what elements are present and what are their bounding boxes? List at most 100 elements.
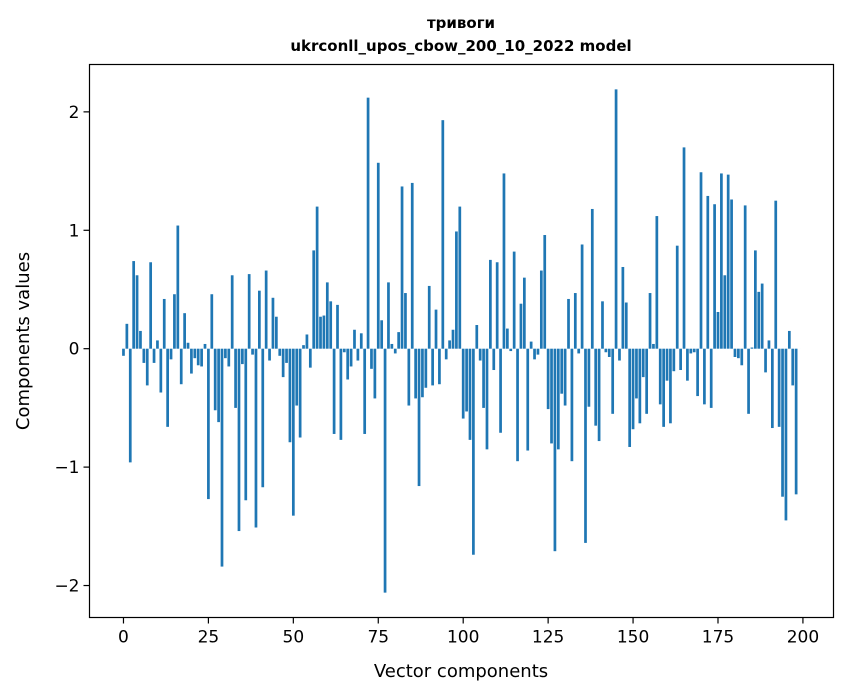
bar (624, 302, 628, 349)
bar (472, 348, 475, 555)
bar (645, 348, 649, 414)
bar (584, 348, 587, 543)
bar (370, 348, 373, 369)
bar (295, 348, 299, 406)
bar (485, 348, 489, 450)
bar (353, 329, 356, 349)
bar (234, 348, 237, 408)
bar (499, 348, 502, 433)
bar (441, 120, 445, 349)
bar (230, 275, 234, 349)
bar (244, 348, 248, 501)
y-axis: −2 −1 0 1 2 (54, 103, 90, 597)
bar (713, 204, 716, 349)
bar (506, 328, 509, 349)
bar (387, 282, 390, 349)
bar (509, 348, 513, 352)
bar (611, 348, 615, 414)
y-tick-label: 0 (69, 340, 80, 360)
bar (128, 348, 132, 463)
bar (465, 348, 468, 412)
bar (604, 348, 608, 353)
bar (152, 348, 156, 363)
bar (767, 340, 771, 349)
bar (652, 343, 655, 349)
bar (628, 348, 632, 447)
bar (577, 348, 581, 354)
bar (777, 348, 781, 427)
bar (241, 348, 244, 365)
bar (594, 348, 598, 426)
x-axis-label: Vector components (374, 661, 548, 682)
chart-title: тривоги (427, 14, 495, 32)
bar (271, 297, 275, 349)
bar (495, 262, 499, 349)
bar (631, 348, 635, 430)
bar (217, 348, 220, 423)
bar (176, 225, 180, 349)
bar (210, 294, 214, 349)
bar (145, 348, 149, 386)
bar (315, 206, 319, 349)
bar (635, 348, 638, 399)
y-tick-label: −2 (54, 577, 79, 597)
x-tick-label: 175 (702, 628, 734, 648)
bar (703, 348, 706, 405)
bar (737, 348, 740, 359)
bar (665, 348, 669, 381)
plot-frame (88, 63, 835, 619)
bar (434, 309, 438, 349)
bar (438, 348, 441, 385)
bar (431, 348, 434, 386)
bar (291, 348, 295, 516)
bar (451, 329, 455, 349)
bar (390, 343, 394, 349)
bar (601, 301, 604, 349)
bar (424, 348, 428, 388)
bar (305, 334, 309, 349)
bar (791, 348, 795, 386)
bar (404, 293, 407, 349)
bar (770, 348, 774, 429)
bar (546, 348, 550, 410)
bar (373, 348, 377, 399)
bar (567, 298, 570, 349)
bar (764, 348, 767, 373)
bar (224, 348, 227, 359)
bar (190, 348, 193, 374)
bar (679, 348, 682, 371)
bar (618, 348, 621, 361)
bar (264, 270, 268, 349)
bar (159, 348, 163, 393)
bar (730, 199, 733, 349)
bar (706, 195, 710, 349)
bar (156, 340, 159, 349)
bar (607, 348, 611, 357)
bar (781, 348, 784, 497)
bar (560, 348, 564, 394)
bar (162, 298, 166, 349)
bar (502, 173, 506, 349)
bar (587, 348, 591, 407)
bar (407, 348, 411, 406)
x-tick-label: 75 (367, 628, 389, 648)
bar (743, 205, 747, 349)
bar (492, 348, 496, 371)
bar (794, 348, 798, 495)
bar (754, 250, 757, 349)
bar (448, 340, 451, 349)
bar (522, 277, 526, 349)
bar (675, 245, 679, 349)
bar (417, 348, 421, 487)
bar (590, 208, 594, 349)
bar (312, 250, 316, 349)
bar (553, 348, 557, 552)
bar (458, 206, 462, 349)
bar (750, 347, 754, 349)
bar (268, 348, 271, 361)
bar (410, 182, 414, 349)
bar (709, 348, 713, 408)
bar (550, 348, 553, 444)
bar (288, 348, 292, 443)
